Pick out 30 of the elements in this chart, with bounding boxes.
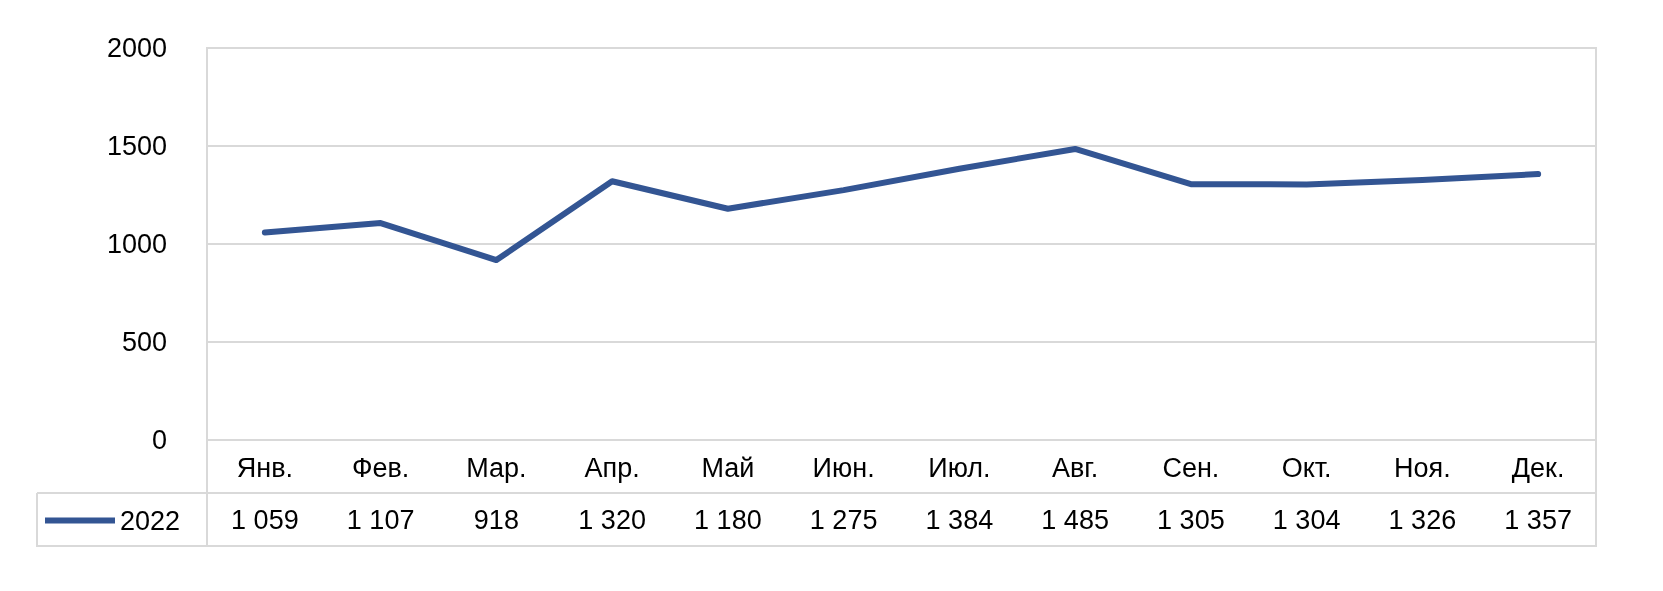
- y-tick-label: 500: [121, 327, 167, 357]
- data-label: 1 320: [578, 504, 646, 535]
- x-tick-label: Июн.: [812, 452, 875, 483]
- x-tick-label: Янв.: [236, 452, 294, 483]
- data-label: 1 107: [346, 504, 415, 535]
- x-tick-label: Дек.: [1511, 452, 1565, 483]
- y-tick-label: 1500: [106, 131, 167, 161]
- x-tick-label: Апр.: [584, 452, 640, 483]
- x-tick-label: Фев.: [351, 452, 410, 483]
- y-tick-label: 1000: [106, 229, 167, 259]
- x-tick-label: Ноя.: [1394, 452, 1451, 483]
- data-label: 1 357: [1504, 504, 1572, 535]
- x-tick-label: Май: [701, 452, 755, 483]
- data-label: 1 485: [1041, 504, 1109, 535]
- x-tick-label: Сен.: [1162, 452, 1220, 483]
- data-label: 1 304: [1272, 504, 1341, 535]
- data-label: 1 305: [1157, 504, 1225, 535]
- x-tick-label: Авг.: [1051, 452, 1099, 483]
- x-tick-label: Окт.: [1281, 452, 1332, 483]
- data-label: 1 326: [1388, 504, 1457, 535]
- x-tick-label: Мар.: [466, 452, 527, 483]
- x-tick-label: Июл.: [928, 452, 991, 483]
- data-label: 918: [473, 504, 519, 535]
- legend-label: 2022: [120, 505, 181, 536]
- data-label: 1 384: [925, 504, 994, 535]
- data-label: 1 059: [231, 504, 299, 535]
- y-tick-label: 2000: [106, 33, 167, 63]
- data-label: 1 180: [694, 504, 762, 535]
- data-label: 1 275: [809, 504, 878, 535]
- y-tick-label: 0: [151, 425, 167, 455]
